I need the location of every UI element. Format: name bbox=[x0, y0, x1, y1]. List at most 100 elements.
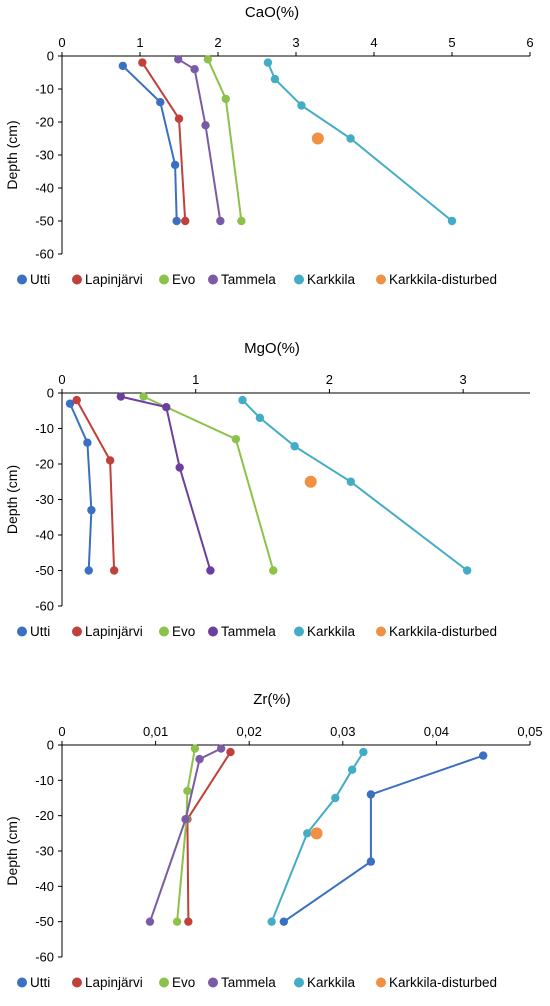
x-tick-label: 3 bbox=[292, 35, 299, 50]
data-point bbox=[255, 413, 265, 423]
legend-marker bbox=[17, 626, 27, 637]
data-point bbox=[479, 751, 488, 760]
y-tick-label: -20 bbox=[35, 115, 54, 130]
series-line bbox=[283, 754, 484, 923]
data-point bbox=[366, 857, 376, 866]
series-utti bbox=[118, 61, 181, 226]
data-point bbox=[83, 438, 92, 447]
series-evo bbox=[139, 392, 278, 575]
series-lapinj-rvi bbox=[72, 395, 119, 575]
legend-label: Lapinjärvi bbox=[85, 624, 143, 639]
data-point bbox=[116, 392, 126, 401]
y-tick-label: -10 bbox=[35, 82, 54, 97]
legend-marker bbox=[376, 274, 386, 285]
legend-label: Evo bbox=[172, 975, 195, 990]
data-point bbox=[118, 61, 128, 71]
series-tammela bbox=[116, 392, 215, 575]
legend-marker bbox=[159, 977, 169, 988]
series-line bbox=[149, 747, 222, 923]
y-axis-label: Depth (cm) bbox=[4, 120, 20, 189]
series-line bbox=[177, 58, 222, 222]
legend-marker bbox=[208, 977, 218, 988]
legend-label: Lapinjärvi bbox=[85, 272, 143, 287]
data-point bbox=[175, 463, 184, 472]
data-point bbox=[226, 747, 235, 757]
data-point bbox=[87, 505, 96, 515]
x-tick-label: 1 bbox=[136, 35, 143, 50]
legend-label: Utti bbox=[30, 624, 50, 639]
y-tick-label: -60 bbox=[35, 247, 54, 262]
data-point bbox=[267, 917, 276, 926]
data-point bbox=[366, 790, 376, 799]
y-tick-label: -40 bbox=[35, 181, 54, 196]
data-point bbox=[331, 793, 340, 803]
x-tick-label: 0 bbox=[58, 372, 65, 387]
data-point bbox=[347, 765, 357, 774]
y-tick-label: 0 bbox=[47, 738, 54, 753]
data-point bbox=[310, 827, 323, 840]
data-point bbox=[311, 132, 324, 145]
data-point bbox=[270, 74, 280, 84]
legend: Utti Lapinjärvi Evo Tammela Karkkila Karkkila… bbox=[17, 624, 497, 639]
y-tick-label: -40 bbox=[35, 528, 54, 543]
data-point bbox=[346, 134, 355, 143]
y-tick-label: -30 bbox=[35, 844, 54, 859]
x-tick-label: 5 bbox=[448, 35, 455, 50]
y-tick-label: -30 bbox=[35, 148, 54, 163]
y-tick-label: -20 bbox=[35, 457, 54, 472]
y-axis-label: Depth (cm) bbox=[4, 465, 20, 534]
x-tick-label: 0 bbox=[58, 35, 65, 50]
legend-label: Lapinjärvi bbox=[85, 975, 143, 990]
x-tick-label: 0,03 bbox=[330, 724, 355, 739]
series-line bbox=[176, 748, 196, 922]
data-point bbox=[138, 58, 147, 67]
chart-panel-3: Zr(%) 0 0,01 0,02 0,03 0,04 0,05 0 -10 -20 -30 -40 -… bbox=[4, 691, 543, 990]
y-tick-label: -50 bbox=[35, 214, 54, 229]
legend-label: Karkkila bbox=[307, 272, 356, 287]
data-point bbox=[359, 747, 368, 757]
data-point bbox=[216, 744, 226, 753]
legend-label: Karkkila bbox=[307, 975, 356, 990]
data-point bbox=[206, 566, 215, 575]
data-point bbox=[263, 58, 273, 67]
series-line bbox=[141, 62, 187, 222]
legend-label: Evo bbox=[172, 272, 195, 287]
chart-title: MgO(%) bbox=[244, 340, 300, 357]
data-point bbox=[84, 566, 93, 575]
data-point bbox=[174, 55, 183, 64]
data-point bbox=[181, 815, 190, 824]
series-karkkila-disturbed bbox=[310, 827, 323, 840]
y-axis-label: Depth (cm) bbox=[4, 816, 20, 885]
series-karkkila bbox=[238, 395, 472, 575]
y-tick-label: -10 bbox=[35, 421, 54, 436]
data-point bbox=[462, 566, 472, 575]
data-point bbox=[181, 216, 190, 226]
data-point bbox=[297, 101, 306, 110]
series-line bbox=[186, 751, 232, 922]
legend-marker bbox=[72, 274, 82, 285]
series-karkkila-disturbed bbox=[311, 132, 324, 145]
legend-label: Karkkila-disturbed bbox=[389, 272, 497, 287]
series-utti bbox=[65, 399, 96, 575]
x-tick-label: 0,04 bbox=[424, 724, 449, 739]
x-tick-label: 4 bbox=[370, 35, 377, 50]
legend-label: Utti bbox=[30, 272, 50, 287]
y-tick-label: -30 bbox=[35, 492, 54, 507]
legend-marker bbox=[17, 977, 27, 988]
chart-title: CaO(%) bbox=[245, 4, 299, 21]
y-tick-label: -20 bbox=[35, 808, 54, 823]
series-line bbox=[266, 62, 453, 222]
data-point bbox=[203, 55, 213, 64]
data-point bbox=[195, 754, 204, 764]
data-point bbox=[304, 475, 317, 488]
chart-panel-2: MgO(%) 0 1 2 3 0 -10 -20 -30 -40 -50 -60 Depth (cm) U… bbox=[4, 340, 530, 639]
series-line bbox=[75, 399, 116, 571]
legend-marker bbox=[159, 274, 169, 285]
y-tick-label: -60 bbox=[35, 950, 54, 965]
legend-label: Tammela bbox=[221, 975, 276, 990]
series-evo bbox=[172, 744, 200, 926]
y-tick-label: -40 bbox=[35, 879, 54, 894]
data-point bbox=[290, 442, 299, 451]
